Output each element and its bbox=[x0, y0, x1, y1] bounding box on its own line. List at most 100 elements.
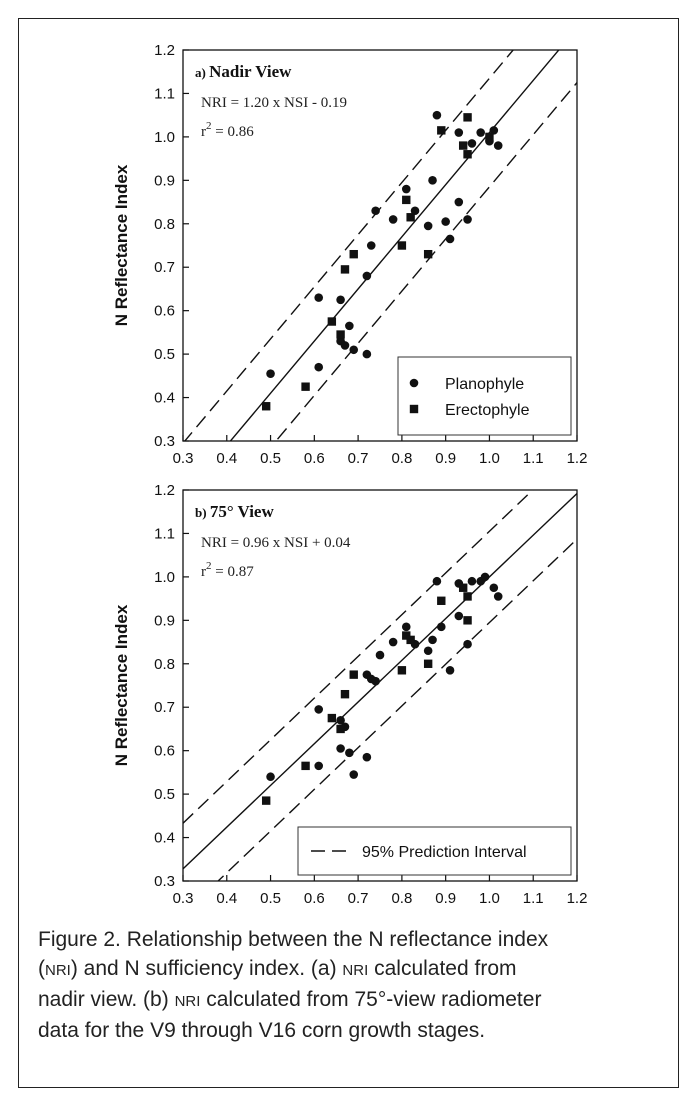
data-point-planophyle bbox=[454, 611, 464, 621]
y-tick-label: 0.5 bbox=[154, 786, 175, 803]
data-point-erectophyle bbox=[397, 241, 407, 250]
y-tick-label: 0.3 bbox=[154, 433, 175, 450]
data-point-planophyle bbox=[336, 295, 345, 305]
y-tick-label: 1.0 bbox=[154, 569, 175, 586]
data-point-planophyle bbox=[349, 770, 359, 779]
y-tick-label: 0.4 bbox=[154, 830, 175, 847]
data-point-planophyle bbox=[266, 369, 275, 378]
legend-marker-square bbox=[409, 404, 419, 414]
x-tick-label: 0.5 bbox=[260, 890, 281, 907]
legend: Planophyle Erectophyle bbox=[397, 356, 572, 436]
data-point-planophyle bbox=[314, 293, 324, 302]
data-point-erectophyle bbox=[485, 132, 494, 142]
y-axis-label: N Reflectance Index bbox=[112, 604, 131, 766]
data-point-planophyle bbox=[432, 576, 442, 586]
x-tick-label: 0.4 bbox=[216, 890, 237, 907]
x-tick-label: 1.1 bbox=[523, 450, 544, 467]
x-tick-label: 1.1 bbox=[523, 890, 544, 907]
caption-line-2: (NRI) and N sufficiency index. (a) NRI c… bbox=[38, 957, 517, 980]
x-tick-label: 0.7 bbox=[348, 450, 369, 467]
data-point-erectophyle bbox=[437, 596, 446, 605]
data-point-planophyle bbox=[493, 592, 503, 601]
data-point-erectophyle bbox=[423, 249, 433, 259]
data-point-erectophyle bbox=[406, 635, 415, 645]
r-superscript: 2 bbox=[206, 120, 212, 132]
data-point-planophyle bbox=[463, 639, 472, 649]
plot-frame bbox=[182, 489, 578, 882]
y-tick-label: 1.1 bbox=[154, 525, 175, 542]
regression-equation: NRI = 1.20 x NSI - 0.19 bbox=[201, 95, 347, 111]
r-squared: r2 = 0.86 bbox=[201, 120, 254, 140]
data-point-planophyle bbox=[336, 715, 345, 725]
data-point-planophyle bbox=[445, 234, 455, 244]
regression-line bbox=[229, 50, 560, 441]
y-tick-label: 0.7 bbox=[154, 259, 175, 276]
data-point-erectophyle bbox=[340, 689, 350, 699]
figure-frame bbox=[18, 18, 679, 1088]
y-tick-label: 0.6 bbox=[154, 303, 175, 320]
data-point-planophyle bbox=[467, 139, 477, 148]
legend-label: Planophyle bbox=[445, 376, 524, 393]
panel-label: a) bbox=[195, 65, 209, 80]
data-point-erectophyle bbox=[327, 317, 337, 326]
panel-view-name: 75° View bbox=[210, 502, 275, 521]
y-axis-label: N Reflectance Index bbox=[112, 164, 131, 326]
prediction-interval-upper bbox=[183, 490, 534, 824]
data-point-planophyle bbox=[345, 748, 354, 758]
regression-line bbox=[183, 492, 577, 870]
data-point-planophyle bbox=[445, 665, 455, 675]
data-point-erectophyle bbox=[402, 195, 411, 205]
y-tick-label: 0.3 bbox=[154, 873, 175, 890]
x-tick-label: 0.6 bbox=[304, 450, 325, 467]
data-point-planophyle bbox=[489, 583, 499, 593]
y-tick-label: 0.9 bbox=[154, 172, 175, 189]
data-point-erectophyle bbox=[261, 796, 271, 805]
data-point-erectophyle bbox=[349, 670, 358, 679]
r-superscript: 2 bbox=[206, 560, 212, 572]
r-symbol: r bbox=[201, 564, 206, 580]
r-value: = 0.87 bbox=[212, 564, 255, 580]
x-tick-label: 0.9 bbox=[435, 450, 456, 467]
data-point-erectophyle bbox=[349, 249, 358, 259]
data-point-planophyle bbox=[401, 622, 411, 632]
data-point-erectophyle bbox=[463, 616, 472, 625]
series-erectophyle bbox=[261, 113, 494, 411]
data-point-planophyle bbox=[388, 215, 398, 224]
x-tick-label: 0.3 bbox=[173, 890, 194, 907]
panel-label: b) bbox=[195, 505, 210, 520]
data-point-planophyle bbox=[336, 744, 345, 753]
x-tick-label: 1.2 bbox=[567, 450, 588, 467]
series-erectophyle bbox=[261, 583, 472, 805]
data-point-planophyle bbox=[375, 650, 385, 660]
data-point-planophyle bbox=[314, 761, 324, 771]
data-point-planophyle bbox=[362, 271, 372, 281]
y-tick-label: 0.7 bbox=[154, 699, 175, 716]
data-point-planophyle bbox=[366, 241, 376, 250]
legend-label: Erectophyle bbox=[445, 402, 530, 419]
data-point-planophyle bbox=[454, 128, 464, 137]
data-point-erectophyle bbox=[402, 631, 411, 640]
data-point-erectophyle bbox=[340, 265, 350, 274]
legend-label: 95% Prediction Interval bbox=[362, 844, 527, 861]
data-point-planophyle bbox=[371, 676, 380, 686]
y-tick-label: 1.2 bbox=[154, 42, 175, 59]
data-point-planophyle bbox=[371, 206, 380, 216]
fit-lines bbox=[183, 50, 577, 441]
data-point-planophyle bbox=[463, 215, 472, 224]
data-point-planophyle bbox=[441, 217, 450, 226]
data-point-erectophyle bbox=[423, 659, 433, 668]
figure-plots: 0.30.30.40.40.50.50.60.60.70.70.80.80.90… bbox=[112, 42, 588, 907]
data-point-planophyle bbox=[489, 126, 499, 135]
data-point-planophyle bbox=[480, 572, 490, 582]
panel-view-name: Nadir View bbox=[209, 62, 292, 81]
data-point-erectophyle bbox=[463, 113, 472, 122]
plot-frame bbox=[182, 49, 578, 442]
y-tick-label: 0.5 bbox=[154, 346, 175, 363]
data-point-erectophyle bbox=[437, 126, 446, 135]
x-tick-label: 0.5 bbox=[260, 450, 281, 467]
data-point-planophyle bbox=[493, 141, 503, 150]
prediction-interval-lower bbox=[217, 538, 577, 881]
data-point-planophyle bbox=[388, 637, 398, 647]
data-point-erectophyle bbox=[327, 713, 337, 723]
data-point-erectophyle bbox=[336, 724, 345, 734]
